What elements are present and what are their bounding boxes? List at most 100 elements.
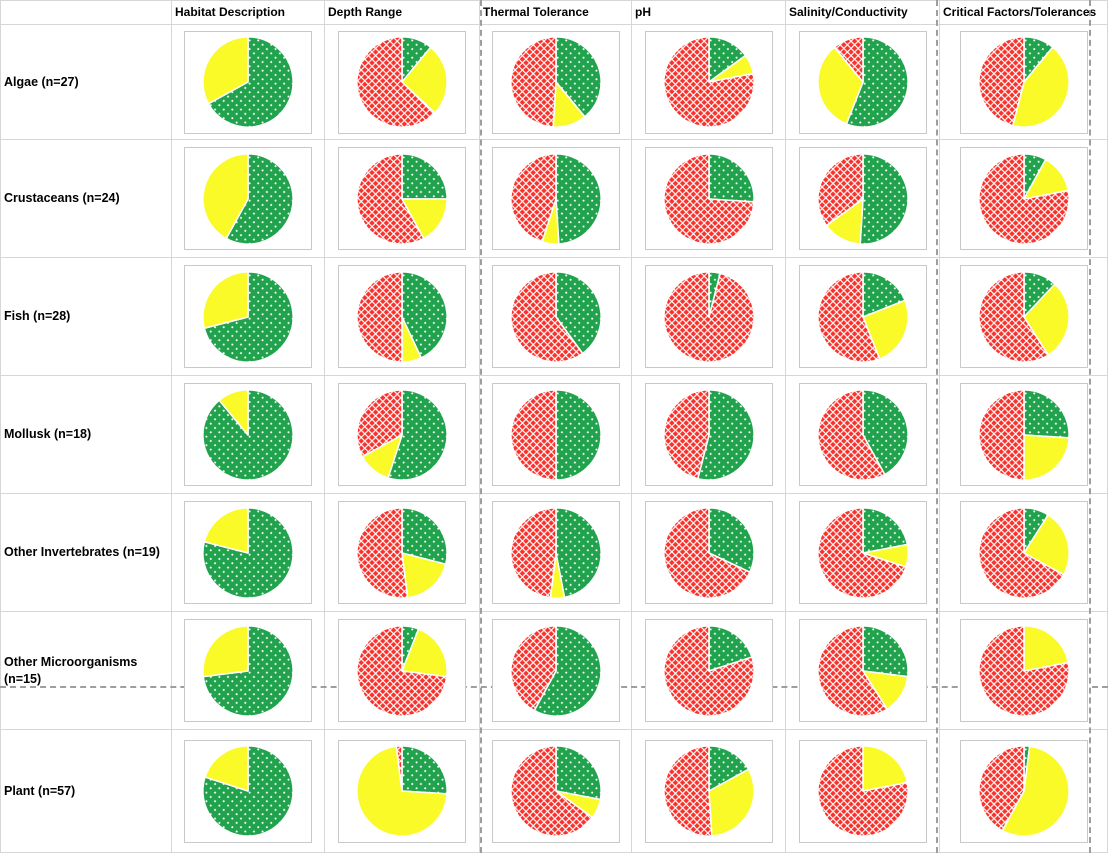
pie-slice-red <box>509 506 557 599</box>
pie-slice-red <box>356 36 436 128</box>
pie-chart-frame[interactable] <box>959 265 1088 368</box>
pie-chart-frame[interactable] <box>338 265 466 368</box>
pie-cell-other-microorganisms-n-15-critical-factors-tolerances <box>940 612 1108 730</box>
pie-chart-frame[interactable] <box>959 147 1088 250</box>
row-label-fish-n-28: Fish (n=28) <box>0 258 172 376</box>
pie-chart-frame[interactable] <box>338 30 466 134</box>
pie-chart-frame[interactable] <box>338 383 466 486</box>
pie-chart <box>202 36 294 128</box>
pie-chart-frame[interactable] <box>798 147 927 250</box>
pie-cell-plant-n-57-depth-range <box>325 730 480 853</box>
pie-chart <box>356 745 448 837</box>
pie-chart-frame[interactable] <box>491 383 620 486</box>
pie-slice-green <box>861 506 908 554</box>
pie-cell-crustaceans-n-24-ph <box>632 140 786 258</box>
pie-chart-frame[interactable] <box>338 619 466 722</box>
pie-chart-frame[interactable] <box>798 739 927 843</box>
pie-chart <box>977 36 1070 128</box>
pie-chart-frame[interactable] <box>491 265 620 368</box>
pie-chart-frame[interactable] <box>491 739 620 843</box>
column-header-depth-range: Depth Range <box>325 0 480 25</box>
pie-chart-frame[interactable] <box>644 147 773 250</box>
pie-cell-algae-n-27-ph <box>632 25 786 140</box>
pie-chart-frame[interactable] <box>798 30 927 134</box>
pie-slice-red <box>509 270 583 363</box>
pie-slice-green <box>707 506 755 573</box>
pie-chart-frame[interactable] <box>644 30 773 134</box>
pie-chart <box>509 36 602 128</box>
pie-chart <box>356 152 448 245</box>
pie-chart-frame[interactable] <box>338 147 466 250</box>
pie-cell-other-microorganisms-n-15-habitat-description <box>172 612 325 730</box>
pie-slice-red <box>662 152 755 245</box>
pie-chart <box>816 745 909 837</box>
pie-cell-mollusk-n-18-thermal-tolerance <box>480 376 632 494</box>
pie-slice-green <box>401 745 448 795</box>
pie-chart-frame[interactable] <box>798 265 927 368</box>
pie-cell-other-microorganisms-n-15-depth-range <box>325 612 480 730</box>
pie-chart <box>977 270 1070 363</box>
row-label-crustaceans-n-24: Crustaceans (n=24) <box>0 140 172 258</box>
pie-chart-frame[interactable] <box>184 147 312 250</box>
pie-chart <box>356 270 448 363</box>
pie-chart <box>202 270 294 363</box>
pie-chart-frame[interactable] <box>798 501 927 604</box>
pie-chart-frame[interactable] <box>184 501 312 604</box>
pie-chart-frame[interactable] <box>644 501 773 604</box>
pie-chart-frame[interactable] <box>959 30 1088 134</box>
pie-chart <box>816 624 909 717</box>
pie-cell-algae-n-27-critical-factors-tolerances <box>940 25 1108 140</box>
pie-slice-yellow <box>202 624 249 677</box>
pie-chart <box>509 745 602 837</box>
pie-cell-plant-n-57-habitat-description <box>172 730 325 853</box>
pie-chart-frame[interactable] <box>184 30 312 134</box>
pie-chart-frame[interactable] <box>491 30 620 134</box>
pie-slice-red <box>662 388 710 479</box>
pie-slice-red <box>509 152 557 243</box>
pie-cell-algae-n-27-thermal-tolerance <box>480 25 632 140</box>
pie-cell-fish-n-28-ph <box>632 258 786 376</box>
pie-chart-frame[interactable] <box>184 383 312 486</box>
pie-slice-green <box>696 388 755 481</box>
pie-chart-frame[interactable] <box>184 265 312 368</box>
pie-slice-yellow <box>401 627 448 677</box>
pie-chart-frame[interactable] <box>491 147 620 250</box>
row-label-other-invertebrates-n-19: Other Invertebrates (n=19) <box>0 494 172 612</box>
pie-chart-frame[interactable] <box>959 619 1088 722</box>
pie-chart-frame[interactable] <box>644 619 773 722</box>
row-label-mollusk-n-18: Mollusk (n=18) <box>0 376 172 494</box>
pie-chart-frame[interactable] <box>959 739 1088 843</box>
column-header-habitat-description: Habitat Description <box>172 0 325 25</box>
pie-chart-frame[interactable] <box>184 739 312 843</box>
pie-chart-frame[interactable] <box>959 501 1088 604</box>
pie-chart-frame[interactable] <box>644 383 773 486</box>
pie-chart-frame[interactable] <box>644 265 773 368</box>
pie-slice-green <box>554 745 602 801</box>
pie-chart-frame[interactable] <box>491 619 620 722</box>
pie-slice-green <box>207 36 294 128</box>
pie-chart <box>356 36 448 128</box>
corner-cell <box>0 0 172 25</box>
pie-chart <box>509 506 602 599</box>
pie-chart-frame[interactable] <box>644 739 773 843</box>
pie-chart <box>977 506 1070 599</box>
pie-chart-frame[interactable] <box>959 383 1088 486</box>
pie-cell-other-invertebrates-n-19-salinity-conductivity <box>786 494 940 612</box>
pie-cell-plant-n-57-salinity-conductivity <box>786 730 940 853</box>
pie-chart <box>977 388 1070 481</box>
pie-chart-frame[interactable] <box>338 739 466 843</box>
pie-chart-frame[interactable] <box>338 501 466 604</box>
pie-slice-red <box>662 745 713 837</box>
pie-chart-frame[interactable] <box>798 383 927 486</box>
pie-slice-green <box>554 270 602 354</box>
pie-chart-frame[interactable] <box>184 619 312 722</box>
pie-slice-red <box>816 152 864 226</box>
pie-slice-yellow <box>202 36 249 105</box>
pie-slice-green <box>707 152 755 203</box>
pie-chart-frame[interactable] <box>491 501 620 604</box>
pie-chart-frame[interactable] <box>798 619 927 722</box>
pie-cell-mollusk-n-18-salinity-conductivity <box>786 376 940 494</box>
pie-slice-red <box>662 270 755 363</box>
pie-slice-yellow <box>401 46 448 114</box>
pie-cell-crustaceans-n-24-critical-factors-tolerances <box>940 140 1108 258</box>
